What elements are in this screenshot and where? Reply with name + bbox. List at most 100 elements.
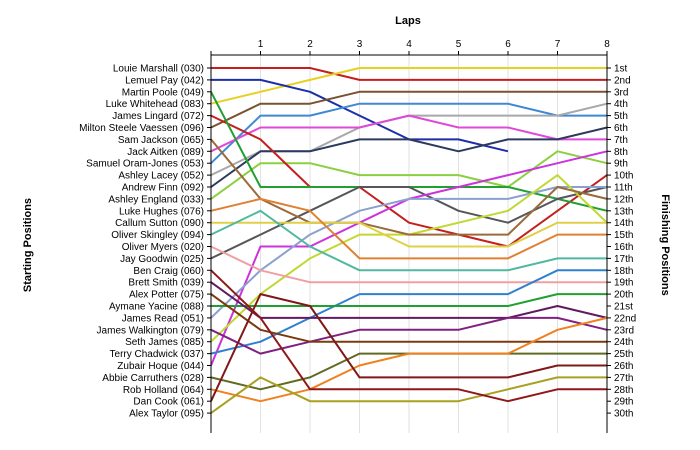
series-line-3 <box>211 78 509 153</box>
finishing-label: 2nd <box>614 75 631 86</box>
series-line-12 <box>210 186 608 260</box>
series-line-9 <box>210 150 608 200</box>
series-line-19 <box>210 197 607 260</box>
series-line-7 <box>210 114 607 153</box>
series-line-1 <box>211 67 607 81</box>
finishing-label: 14th <box>614 218 633 229</box>
finishing-label: 20th <box>614 290 633 301</box>
series-line-24 <box>210 316 608 355</box>
finishing-label: 1st <box>614 64 628 75</box>
finishing-label: 12th <box>614 194 633 205</box>
series-line-30 <box>210 269 607 403</box>
starting-label: Brett Smith (039) <box>128 278 204 289</box>
starting-label: Seth James (085) <box>125 337 204 348</box>
finishing-label: 24th <box>614 337 633 348</box>
starting-labels: Louie Marshall (030)Lemuel Pay (042)Mart… <box>79 64 204 420</box>
starting-label: Martin Poole (049) <box>122 87 204 98</box>
finishing-label: 6th <box>614 123 628 134</box>
series-line-29 <box>210 376 607 414</box>
finishing-label: 21st <box>614 302 633 313</box>
finishing-label: 27th <box>614 373 633 384</box>
starting-label: Terry Chadwick (037) <box>110 349 204 360</box>
starting-label: Samuel Oram-Jones (053) <box>86 159 204 170</box>
finishing-label: 8th <box>614 147 628 158</box>
starting-label: Luke Whitehead (083) <box>106 99 204 110</box>
series-line-18 <box>210 209 607 272</box>
starting-label: James Lingard (072) <box>112 111 204 122</box>
series-line-23 <box>210 281 608 319</box>
starting-label: Ashley Lacey (052) <box>118 171 204 182</box>
finishing-label: 16th <box>614 242 633 253</box>
series-lines <box>210 67 608 414</box>
series-line-14 <box>210 186 607 319</box>
x-tick-label: 5 <box>456 39 462 50</box>
starting-label: Ashley England (033) <box>108 194 204 205</box>
finishing-label: 18th <box>614 266 633 277</box>
starting-label: Luke Hughes (076) <box>119 206 204 217</box>
series-line-4 <box>210 90 607 129</box>
series-line-16 <box>210 138 608 236</box>
x-tick-label: 3 <box>357 39 363 50</box>
x-tick-label: 6 <box>505 39 511 50</box>
series-line-8 <box>210 126 608 188</box>
finishing-label: 5th <box>614 111 628 122</box>
starting-label: Zubair Hoque (044) <box>117 361 204 372</box>
finishing-labels: 1st2nd3rd4th5th6th7th8th9th10th11th12th1… <box>614 64 636 420</box>
x-tick-label: 1 <box>258 39 264 50</box>
starting-label: Ben Craig (060) <box>133 266 204 277</box>
finishing-label: 3rd <box>614 87 628 98</box>
series-line-2 <box>210 67 607 105</box>
finishing-label: 13th <box>614 206 633 217</box>
starting-label: Abbie Carruthers (028) <box>102 373 204 384</box>
finishing-label: 25th <box>614 349 633 360</box>
finishing-label: 30th <box>614 409 633 420</box>
finishing-label: 28th <box>614 385 633 396</box>
starting-label: Jack Aitken (089) <box>127 147 204 158</box>
series-line-28 <box>210 293 607 402</box>
finishing-label: 9th <box>614 159 628 170</box>
series-line-25 <box>210 293 607 343</box>
starting-label: Callum Sutton (090) <box>115 218 204 229</box>
series-line-22 <box>211 293 607 307</box>
starting-label: Andrew Finn (092) <box>122 183 204 194</box>
finishing-label: 29th <box>614 397 633 408</box>
finishing-label: 23rd <box>614 325 634 336</box>
x-tick-label: 7 <box>555 39 561 50</box>
x-axis-title: Laps <box>395 15 421 27</box>
starting-label: Sam Jackson (065) <box>118 135 204 146</box>
starting-label: Lemuel Pay (042) <box>125 75 204 86</box>
x-tick-label: 8 <box>604 39 610 50</box>
y-axis-title-left: Starting Positions <box>22 198 34 292</box>
x-tick-label: 2 <box>307 39 313 50</box>
starting-label: Jay Goodwin (025) <box>120 254 204 265</box>
axes <box>207 51 611 433</box>
starting-label: Oliver Myers (020) <box>122 242 204 253</box>
y-axis-title-right: Finishing Positions <box>659 194 671 295</box>
series-line-27 <box>210 316 608 403</box>
series-line-10 <box>210 114 608 248</box>
starting-label: Milton Steele Vaessen (096) <box>79 123 204 134</box>
starting-label: Oliver Skingley (094) <box>111 230 204 241</box>
starting-label: Rob Holland (064) <box>123 385 204 396</box>
finishing-label: 17th <box>614 254 633 265</box>
x-tick-label: 4 <box>406 39 412 50</box>
starting-label: Alex Potter (075) <box>129 290 204 301</box>
finishing-label: 4th <box>614 99 628 110</box>
starting-label: Dan Cook (061) <box>133 397 204 408</box>
starting-label: Alex Taylor (095) <box>129 409 204 420</box>
finishing-label: 10th <box>614 171 633 182</box>
finishing-label: 7th <box>614 135 628 146</box>
finishing-label: 19th <box>614 278 633 289</box>
x-tick-labels: 1 2 3 4 5 6 7 8 <box>258 39 611 50</box>
starting-label: James Walkington (079) <box>97 325 204 336</box>
starting-label: Aymane Yacine (088) <box>109 302 204 313</box>
starting-label: James Read (051) <box>122 313 204 324</box>
series-line-5 <box>210 102 607 164</box>
finishing-label: 22nd <box>614 313 636 324</box>
starting-label: Louie Marshall (030) <box>113 64 204 75</box>
finishing-label: 11th <box>614 183 633 194</box>
finishing-label: 26th <box>614 361 633 372</box>
series-line-20 <box>210 245 607 284</box>
grid <box>260 55 608 433</box>
